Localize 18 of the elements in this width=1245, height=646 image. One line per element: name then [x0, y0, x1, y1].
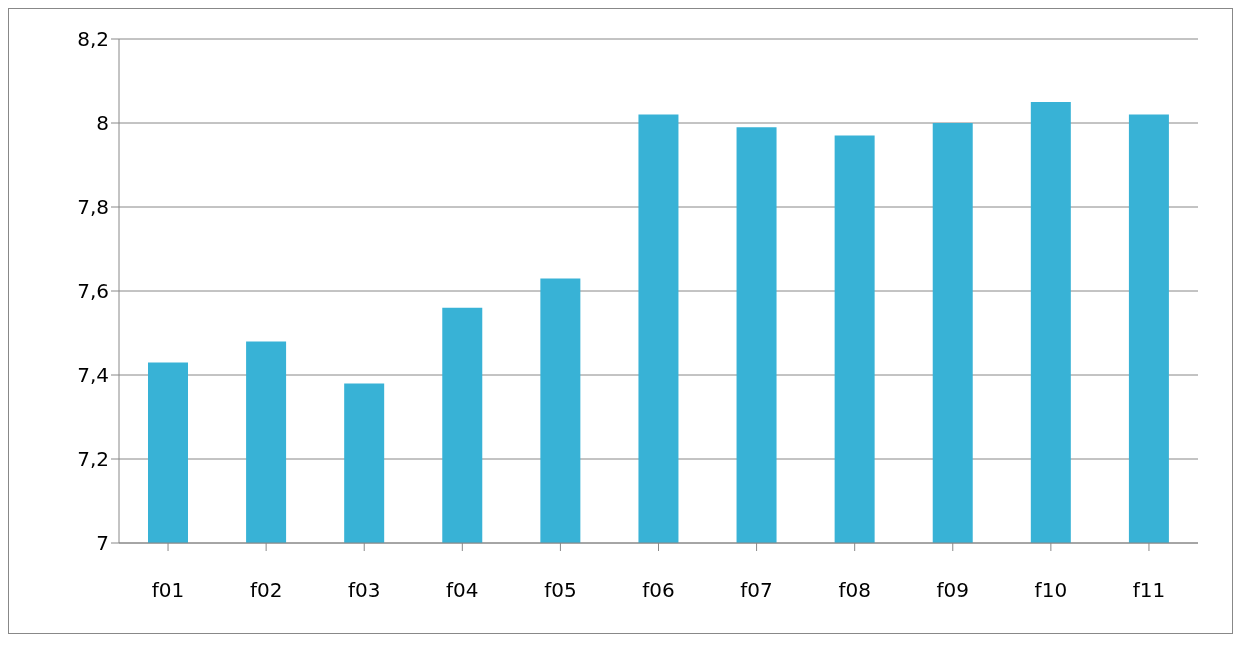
x-tick-label: f02 [249, 578, 283, 603]
y-tick-label: 7,8 [77, 195, 109, 220]
y-tick-label: 7,6 [77, 279, 109, 304]
y-tick-label: 7,2 [77, 447, 109, 472]
y-tick-label: 7,4 [77, 363, 109, 388]
x-tick-label: f11 [1132, 578, 1166, 603]
x-tick-label: f04 [446, 578, 479, 603]
x-tick-label: f01 [151, 578, 185, 603]
x-tick-label: f05 [544, 578, 577, 603]
x-tick-label: f06 [642, 578, 675, 603]
y-tick-label: 8,2 [77, 27, 109, 52]
x-tick-label: f07 [740, 578, 773, 603]
y-tick-label: 8 [96, 111, 109, 136]
x-tick-label: f10 [1034, 578, 1068, 603]
x-tick-label: f03 [347, 578, 381, 603]
y-tick-label: 7 [96, 531, 109, 556]
x-tick-label: f09 [936, 578, 970, 603]
x-tick-label: f08 [838, 578, 871, 603]
